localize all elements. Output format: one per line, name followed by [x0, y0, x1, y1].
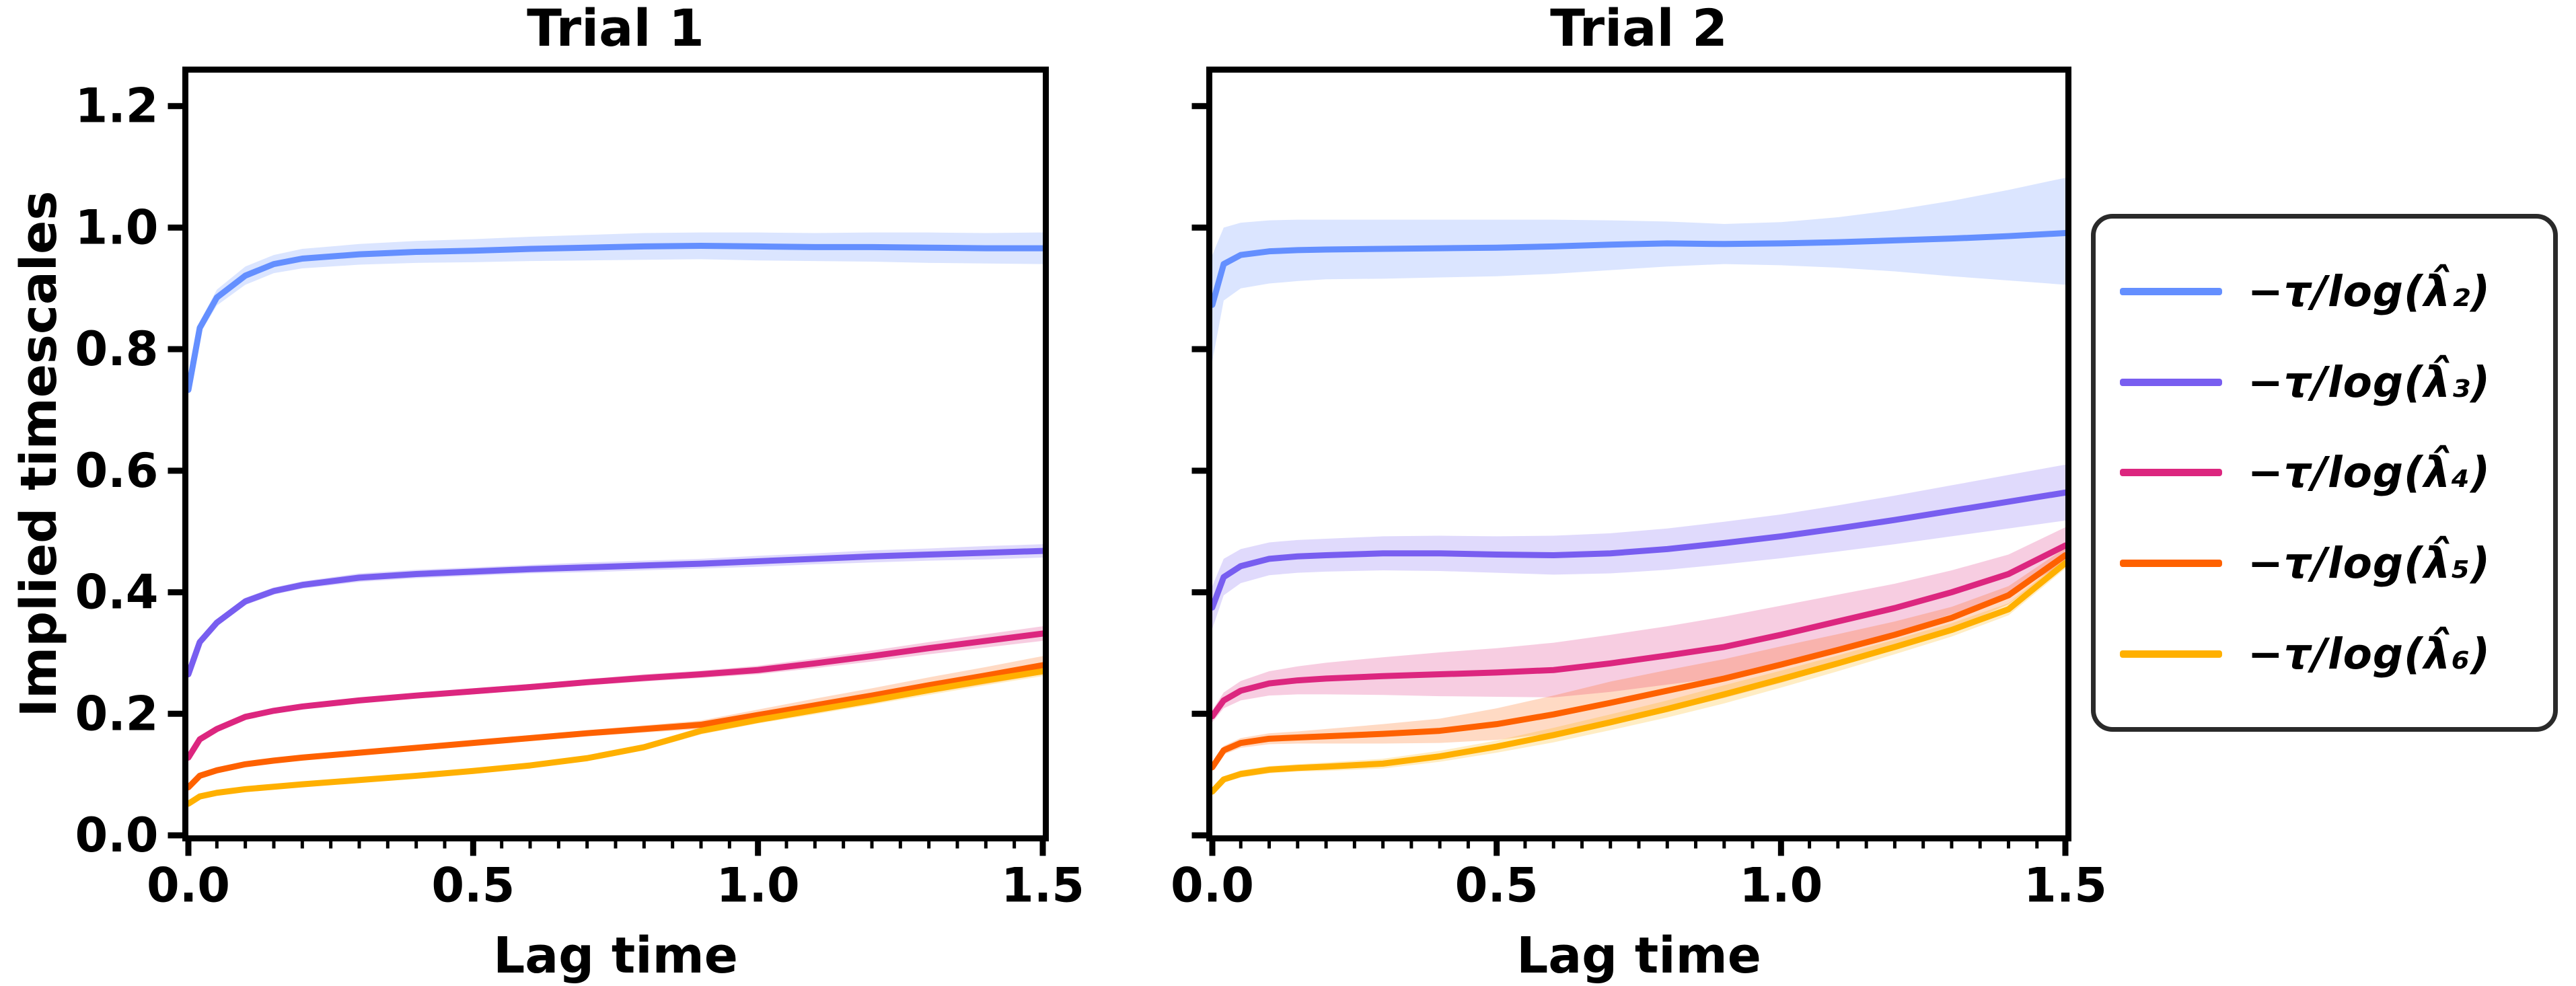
trial-1-ytick-label: 1.2	[75, 79, 158, 134]
subplot-title-trial-2: Trial 2	[1550, 0, 1728, 58]
trial-2-series-line-3	[1209, 489, 2069, 611]
legend-line-swatch-lambda2	[2120, 287, 2222, 295]
trial-1-series-line-3	[185, 547, 1046, 678]
legend-entry-lambda5: −τ/log(λ̂₅)	[2096, 539, 2553, 588]
legend-entry-lambda2: −τ/log(λ̂₂)	[2096, 267, 2553, 316]
subplot-title-trial-1: Trial 1	[527, 0, 704, 58]
trial-2-xtick-label: 1.0	[1739, 858, 1823, 913]
trial-1-xtick-label: 0.5	[431, 858, 515, 913]
trial-2-band-2	[1212, 178, 2065, 362]
trial-1-xtick-label: 0.0	[147, 858, 230, 913]
trial-1-xtick-label: 1.5	[1001, 858, 1084, 913]
trial-1-xtick-label: 1.0	[716, 858, 800, 913]
trial-1-ytick-label: 0.8	[75, 321, 158, 377]
legend-line-swatch-lambda3	[2120, 378, 2222, 386]
legend: −τ/log(λ̂₂) −τ/log(λ̂₃) −τ/log(λ̂₄) −τ/l…	[2091, 214, 2558, 732]
trial-2-band-6	[1212, 558, 2065, 795]
y-axis-label: Implied timescales	[10, 190, 68, 718]
legend-label-lambda6: −τ/log(λ̂₆)	[2248, 630, 2491, 679]
legend-line-swatch-lambda6	[2120, 650, 2222, 658]
trial-2-series-line-5	[1209, 552, 2069, 771]
trial-1-ytick-label: 0.6	[75, 443, 158, 498]
trial-2-series-line-6	[1209, 560, 2069, 795]
x-axis-label-trial-1: Lag time	[493, 927, 738, 985]
trial-1-ytick-label: 0.0	[75, 808, 158, 863]
trial-1-ytick-label: 0.2	[75, 686, 158, 741]
legend-line-swatch-lambda5	[2120, 560, 2222, 568]
legend-label-lambda3: −τ/log(λ̂₃)	[2248, 357, 2491, 407]
x-axis-label-trial-2: Lag time	[1516, 927, 1761, 985]
trial-2-xtick-label: 1.5	[2024, 858, 2107, 913]
trial-1-axes-frame	[182, 67, 1049, 841]
legend-line-swatch-lambda4	[2120, 469, 2222, 477]
trial-1-band-5	[188, 656, 1043, 790]
legend-entry-lambda3: −τ/log(λ̂₃)	[2096, 358, 2553, 407]
trial-1-series-line-2	[185, 243, 1046, 393]
trial-2-band-3	[1212, 464, 2065, 629]
trial-1-ytick-label: 1.0	[75, 200, 158, 255]
trial-1-series-line-4	[185, 630, 1046, 761]
legend-entry-lambda6: −τ/log(λ̂₆)	[2096, 630, 2553, 679]
trial-1-ytick-label: 0.4	[75, 565, 158, 620]
trial-2-xtick-label: 0.0	[1171, 858, 1254, 913]
legend-label-lambda5: −τ/log(λ̂₅)	[2248, 539, 2491, 589]
legend-label-lambda4: −τ/log(λ̂₄)	[2248, 448, 2491, 498]
trial-1-series-line-5	[185, 662, 1046, 791]
legend-label-lambda2: −τ/log(λ̂₂)	[2248, 266, 2491, 316]
trial-2-series-line-2	[1209, 230, 2069, 308]
trial-1-series-line-6	[185, 668, 1046, 807]
trial-2-xtick-label: 0.5	[1455, 858, 1539, 913]
legend-entry-lambda4: −τ/log(λ̂₄)	[2096, 448, 2553, 497]
trial-2-series-line-4	[1209, 542, 2069, 720]
